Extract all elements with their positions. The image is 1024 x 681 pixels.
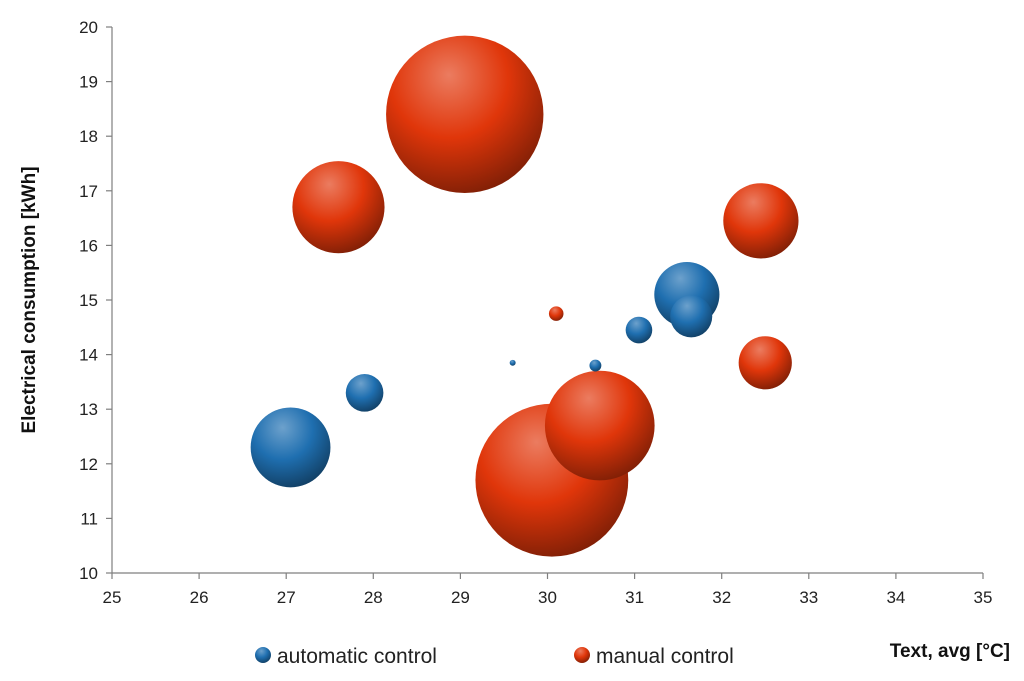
legend-label: manual control: [596, 645, 734, 668]
bubble-manual: [544, 370, 655, 481]
bubble-manual: [723, 183, 799, 259]
bubble-manual: [548, 306, 564, 321]
axes: 25 26 27 28 29 30 31 32 33 34 35 10111213141516171…: [79, 18, 992, 607]
x-tick-label: 32: [712, 588, 731, 607]
bubble-automatic: [509, 359, 516, 366]
bubble-automatic: [589, 359, 602, 372]
bubble-manual: [738, 336, 792, 390]
y-tick-label: 12: [79, 455, 98, 474]
y-tick-label: 10: [79, 564, 98, 583]
legend-marker: [255, 647, 271, 663]
x-tick-label: 25: [103, 588, 122, 607]
x-tick-label: 34: [886, 588, 905, 607]
bubbles: [250, 35, 799, 557]
bubble-automatic: [670, 295, 713, 338]
bubble-automatic: [625, 316, 653, 344]
y-ticks: 10 11 12 13 14 15 16 17 18 19 20: [79, 18, 112, 583]
bubble-manual: [386, 35, 544, 194]
legend-marker: [574, 647, 590, 663]
legend: automatic control manual control: [255, 645, 734, 668]
x-axis-title: Text, avg [°C]: [890, 641, 1010, 662]
x-ticks: 25 26 27 28 29 30 31 32 33 34 35: [103, 573, 993, 607]
x-tick-label: 31: [625, 588, 644, 607]
bubble-manual: [292, 161, 385, 254]
bubble-automatic: [345, 374, 384, 412]
y-tick-label: 19: [79, 73, 98, 92]
y-tick-label: 15: [79, 291, 98, 310]
x-tick-label: 35: [974, 588, 993, 607]
y-tick-label: 18: [79, 127, 98, 146]
x-tick-label: 29: [451, 588, 470, 607]
legend-label: automatic control: [277, 645, 437, 668]
y-tick-label: 16: [79, 236, 98, 255]
x-tick-label: 30: [538, 588, 557, 607]
x-tick-label: 33: [799, 588, 818, 607]
x-tick-label: 28: [364, 588, 383, 607]
y-tick-label: 17: [79, 182, 98, 201]
y-tick-label: 20: [79, 18, 98, 37]
y-tick-label: 14: [79, 346, 98, 365]
y-axis-title: Electrical consumption [kWh]: [19, 166, 40, 433]
x-tick-label: 27: [277, 588, 296, 607]
y-tick-label: 13: [79, 400, 98, 419]
x-tick-label: 26: [190, 588, 209, 607]
bubble-automatic: [250, 407, 331, 488]
y-tick-label: 11: [80, 509, 98, 528]
